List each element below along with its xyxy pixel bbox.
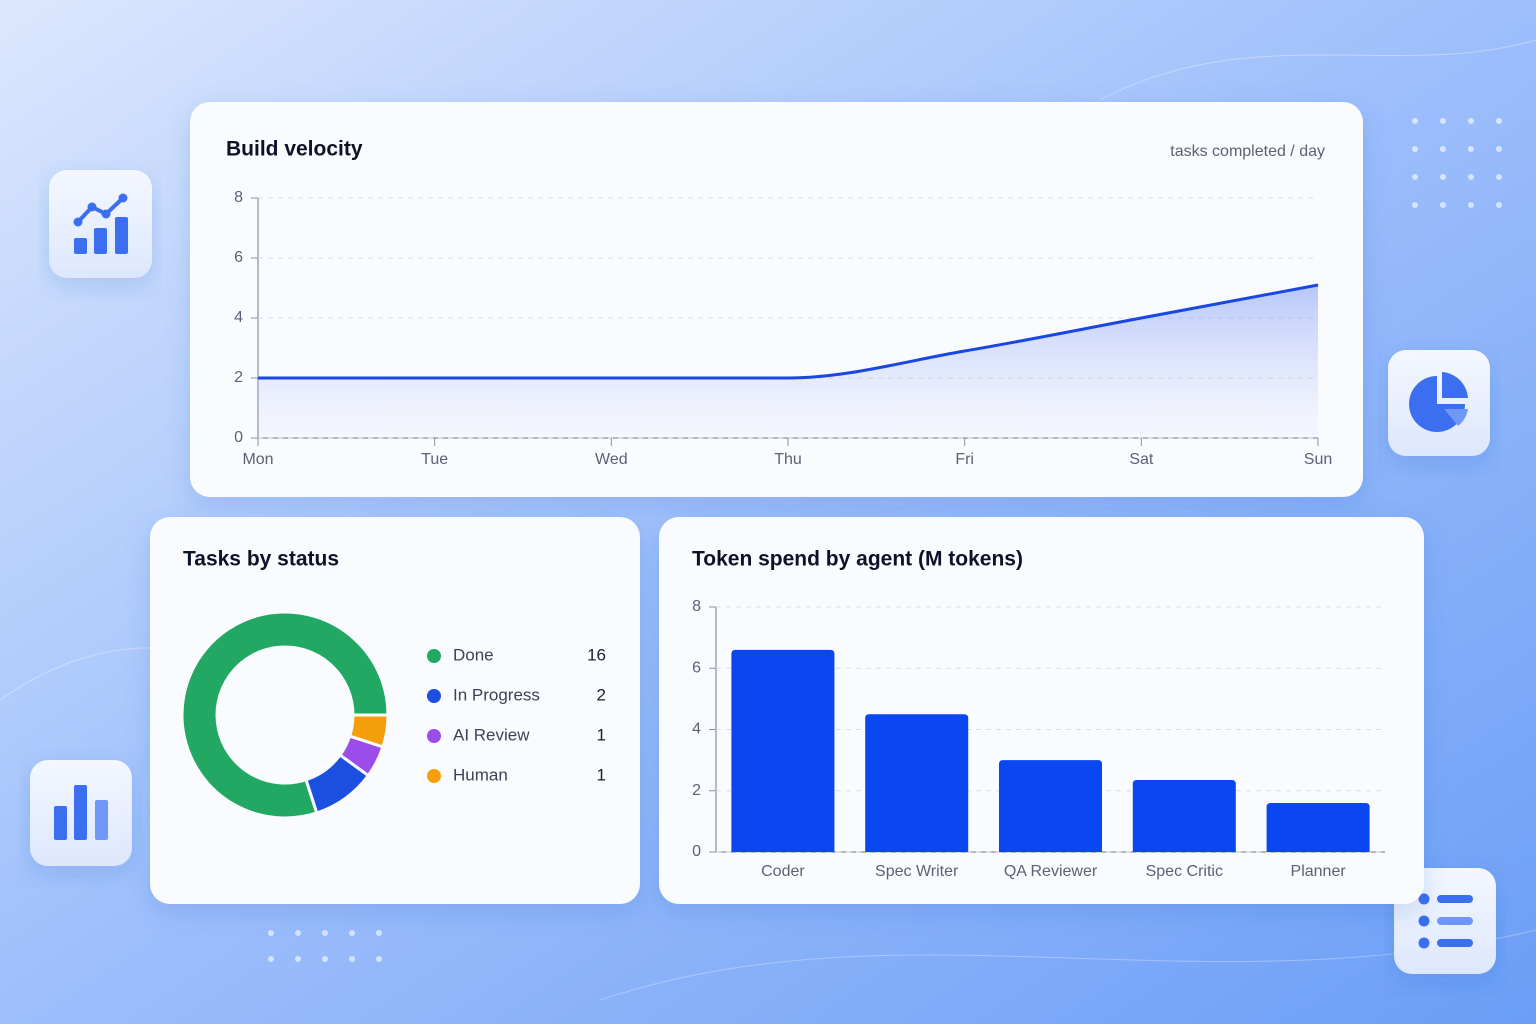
y-tick-label: 8 [234,189,243,206]
icon-bar-chart [30,760,132,866]
x-tick-label: Tue [421,451,448,468]
donut-slice [180,610,390,820]
legend-label: In Progress [453,685,540,704]
legend-swatch [427,769,441,783]
y-tick-label: 6 [234,249,243,266]
x-tick-label: QA Reviewer [1004,863,1098,880]
bar [1132,780,1236,852]
legend-swatch [427,689,441,703]
legend-swatch [427,649,441,663]
y-tick-label: 2 [692,782,701,799]
y-tick-label: 2 [234,369,243,386]
x-tick-label: Planner [1291,863,1347,880]
decor-dots [268,118,1502,962]
chart-title: Token spend by agent (M tokens) [692,548,1023,571]
x-tick-label: Sun [1304,451,1332,468]
x-tick-label: Thu [774,451,802,468]
bar [998,760,1103,852]
legend-label: Done [453,645,494,664]
x-tick-label: Fri [955,451,974,468]
legend-label: AI Review [453,725,530,744]
icon-line-chart [49,170,152,278]
legend-label: Human [453,765,508,784]
x-tick-label: Spec Critic [1146,863,1223,880]
chart-title: Build velocity [226,138,363,161]
chart-subtitle: tasks completed / day [1170,143,1325,160]
legend-value: 1 [597,725,606,744]
bar [865,714,969,852]
legend-swatch [427,729,441,743]
y-tick-label: 6 [692,659,701,676]
line [257,283,1319,380]
y-tick-label: 4 [234,309,243,326]
legend-value: 16 [587,645,606,664]
donut-slice [347,713,390,749]
x-tick-label: Mon [242,451,273,468]
x-tick-label: Sat [1129,451,1154,468]
x-tick-label: Coder [761,863,805,880]
bar [1266,803,1370,852]
x-tick-label: Wed [595,451,628,468]
legend-value: 2 [597,685,606,704]
line-area [258,285,1318,438]
bar [731,649,835,852]
legend-value: 1 [597,765,606,784]
x-tick-label: Spec Writer [875,863,959,880]
chart-title: Tasks by status [183,548,339,571]
card [150,517,640,904]
y-tick-label: 0 [234,429,243,446]
y-tick-label: 8 [692,598,701,615]
y-tick-label: 0 [692,843,701,860]
decor-curve [599,929,1536,1001]
decor-curve [1099,39,1536,101]
icon-pie-chart [1388,350,1490,456]
y-tick-label: 4 [692,721,701,738]
